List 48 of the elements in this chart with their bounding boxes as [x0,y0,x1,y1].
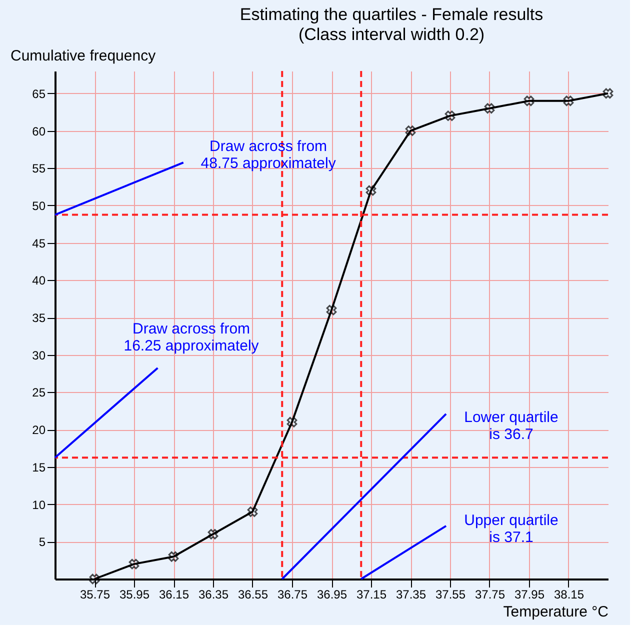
y-tick-label: 60 [32,124,46,138]
point [563,96,574,106]
point [444,110,456,121]
x-tick-label: 35.75 [80,588,110,602]
y-tick-label: 65 [32,86,46,101]
annotation: Draw across from 48.75 approximately [200,138,336,172]
y-tick-label: 50 [32,198,46,213]
chart-subtitle: (Class interval width 0.2) [298,25,485,44]
point [208,529,218,540]
y-tick-label: 15 [32,460,46,474]
x-tick-label: 38.15 [554,588,584,602]
x-tick-label: 35.95 [119,588,150,602]
point [366,185,376,196]
point [484,103,495,114]
annotation: Lower quartile is 36.7 [464,408,558,443]
x-tick-label: 36.75 [277,588,308,602]
y-tick-label: 40 [32,274,46,288]
y-tick-label: 25 [32,386,46,400]
y-tick-label: 10 [32,498,46,512]
point [247,506,258,517]
x-tick-label: 37.35 [396,588,426,602]
x-tick-label: 37.95 [514,588,545,602]
x-tick-label: 36.15 [158,588,190,602]
x-tick-label: 36.55 [238,588,268,602]
y-tick-label: 55 [32,162,46,176]
x-tick-label: 36.95 [316,588,348,602]
point [128,558,140,570]
y-axis-title: Cumulative frequency [10,48,156,64]
point [168,551,179,562]
point [286,416,298,428]
y-tick-label: 5 [38,535,46,550]
y-tick-label: 30 [32,348,46,362]
annotation: Draw across from 16.25 approximately [124,320,260,354]
point [405,126,416,136]
point [89,574,100,584]
y-tick-label: 20 [32,423,46,438]
x-tick-label: 37.15 [356,588,387,602]
y-tick-label: 45 [32,236,46,250]
chart-title: Estimating the quartiles - Female results [240,5,544,24]
x-tick-label: 37.75 [474,588,506,602]
annotation: Upper quartile is 37.1 [464,512,558,546]
x-axis-title: Temperature °C [503,604,609,620]
point [602,88,614,99]
y-tick-label: 35 [32,311,46,326]
x-tick-label: 36.35 [198,588,229,602]
x-tick-label: 37.55 [435,588,466,602]
point [326,304,337,316]
point [524,96,534,106]
